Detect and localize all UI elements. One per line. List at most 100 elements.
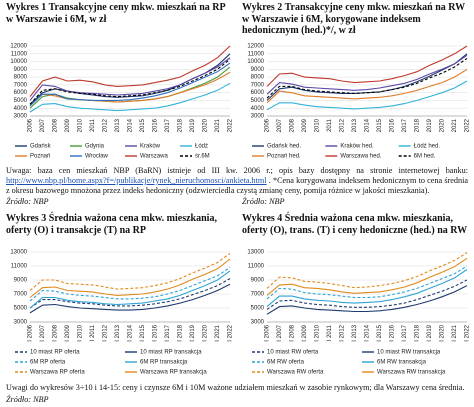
- x-tick-label: 2022: [228, 118, 234, 132]
- legend-label: Warszawa RW transakcja: [377, 370, 446, 376]
- x-tick-label: 2017: [402, 118, 408, 132]
- x-tick-label: 2021: [452, 118, 458, 132]
- legend-label: Warszawa: [140, 154, 168, 160]
- y-tick-label: 9000: [251, 278, 265, 284]
- legend-label: 10 miast RP oferta: [30, 350, 80, 356]
- x-tick-label: 2013: [352, 118, 358, 132]
- note-text: . *Cena korygowana indeksem hedonicznym …: [6, 176, 468, 195]
- legend-label: śr.6M: [195, 154, 210, 160]
- legend-label: Warszawa hed.: [340, 154, 381, 160]
- series-line: [29, 258, 231, 298]
- x-tick-label: 2022: [465, 118, 471, 132]
- x-tick-label: I 2006: [265, 324, 271, 341]
- x-tick-label: I 2008: [290, 324, 296, 341]
- x-tick-label: 2014: [365, 118, 371, 132]
- x-tick-label: 2020: [203, 118, 209, 132]
- y-tick-label: 4000: [14, 106, 28, 112]
- x-tick-label: I 2012: [103, 324, 109, 341]
- y-tick-label: 11000: [11, 264, 28, 270]
- legend-label: 6M RP oferta: [30, 360, 66, 366]
- note: Uwagi do wykresów 3÷10 i 14-15: ceny i c…: [6, 383, 465, 392]
- x-tick-label: I 2006: [28, 324, 34, 341]
- y-tick-label: 6000: [14, 90, 28, 96]
- y-tick-label: 11000: [11, 51, 28, 57]
- y-tick-label: 7000: [14, 292, 28, 298]
- legend-label: 10 miast RW transakcja: [377, 350, 441, 356]
- x-tick-label: I 2011: [90, 324, 96, 341]
- y-tick-label: 4000: [251, 106, 265, 112]
- y-tick-label: 3000: [14, 114, 28, 120]
- y-tick-label: 11000: [248, 51, 265, 57]
- x-tick-label: 2018: [415, 118, 421, 132]
- source: Źródło: NBP: [6, 395, 49, 404]
- series-line: [266, 57, 468, 99]
- y-tick-label: 12000: [247, 44, 264, 50]
- x-tick-label: I 2022: [228, 324, 234, 341]
- y-tick-label: 3000: [14, 320, 28, 326]
- x-tick-label: I 2013: [115, 324, 121, 341]
- legend-label: Wrocław: [85, 154, 109, 160]
- legend-label: 10 miast RW oferta: [267, 350, 319, 356]
- series-line: [29, 66, 231, 109]
- x-tick-label: I 2015: [377, 324, 383, 341]
- x-tick-label: 2006: [265, 118, 271, 132]
- y-tick-label: 3000: [251, 320, 265, 326]
- x-tick-label: I 2018: [415, 324, 421, 341]
- series-line: [29, 270, 231, 309]
- y-tick-label: 7000: [14, 82, 28, 88]
- x-tick-label: 2019: [190, 118, 196, 132]
- series-line: [266, 252, 468, 289]
- series-line: [29, 45, 231, 97]
- x-tick-label: I 2014: [128, 324, 134, 341]
- x-tick-label: 2019: [427, 118, 433, 132]
- series-line: [266, 269, 468, 308]
- legend-label: 6M hed.: [414, 154, 436, 160]
- series-line: [29, 82, 231, 113]
- x-tick-label: 2017: [165, 118, 171, 132]
- link[interactable]: http://www.nbp.pl/home.aspx?f=/publikacj…: [6, 176, 267, 185]
- series-line: [266, 80, 468, 111]
- series-line: [29, 266, 231, 302]
- x-tick-label: I 2010: [315, 324, 321, 341]
- x-tick-label: 2016: [153, 118, 159, 132]
- x-tick-label: I 2021: [215, 324, 221, 341]
- x-tick-label: 2012: [340, 118, 346, 132]
- x-tick-label: I 2010: [78, 324, 84, 341]
- series-line: [266, 257, 468, 296]
- x-tick-label: I 2019: [427, 324, 433, 341]
- x-tick-label: 2020: [440, 118, 446, 132]
- note: Uwaga: baza cen mieszkań NBP (BaRN) istn…: [6, 166, 468, 196]
- x-tick-label: 2016: [390, 118, 396, 132]
- legend-label: Gdańsk: [30, 144, 52, 150]
- legend-label: 6M RP transakcja: [140, 360, 188, 366]
- legend-label: Kraków hed.: [340, 144, 374, 150]
- series-line: [29, 278, 231, 309]
- x-tick-label: 2011: [327, 118, 333, 132]
- x-tick-label: 2006: [28, 118, 34, 132]
- x-tick-label: 2018: [178, 118, 184, 132]
- x-tick-label: 2021: [215, 118, 221, 132]
- x-tick-label: 2015: [140, 118, 146, 132]
- y-tick-label: 3000: [251, 114, 265, 120]
- legend-label: Gdynia: [85, 144, 105, 150]
- y-tick-label: 13000: [10, 250, 27, 256]
- y-tick-label: 5000: [251, 306, 265, 312]
- x-tick-label: I 2009: [302, 324, 308, 341]
- x-tick-label: I 2018: [178, 324, 184, 341]
- legend-label: Poznań: [30, 154, 50, 160]
- legend-label: 10 miast RP transakcja: [140, 350, 202, 356]
- legend-label: Poznań hed.: [267, 154, 301, 160]
- x-tick-label: I 2017: [165, 324, 171, 341]
- x-tick-label: I 2015: [140, 324, 146, 341]
- legend-label: Kraków: [140, 144, 161, 150]
- source: Źródło: NBP: [242, 197, 285, 206]
- x-tick-label: 2012: [103, 118, 109, 132]
- x-tick-label: I 2007: [40, 324, 46, 341]
- x-tick-label: I 2019: [190, 324, 196, 341]
- series-line: [266, 54, 468, 95]
- legend-label: Warszawa RP transakcja: [140, 370, 207, 376]
- y-tick-label: 10000: [10, 59, 27, 65]
- x-tick-label: 2007: [277, 118, 283, 132]
- y-tick-label: 5000: [251, 98, 265, 104]
- y-tick-label: 8000: [251, 75, 265, 81]
